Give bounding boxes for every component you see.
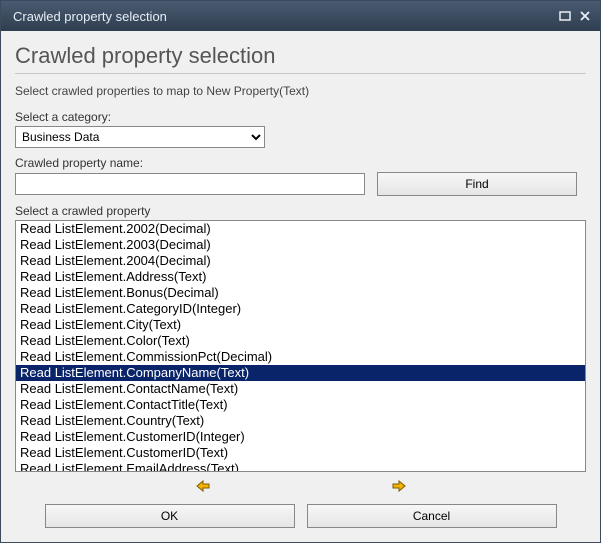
listbox-wrap: Read ListElement.2002(Decimal)Read ListE… [15,220,586,528]
list-item[interactable]: Read ListElement.ContactName(Text) [16,381,585,397]
list-item[interactable]: Read ListElement.2003(Decimal) [16,237,585,253]
window-controls [558,9,592,23]
category-select[interactable]: Business Data [15,126,265,148]
search-row: Find [15,172,586,196]
list-item[interactable]: Read ListElement.Color(Text) [16,333,585,349]
list-item[interactable]: Read ListElement.CommissionPct(Decimal) [16,349,585,365]
dialog-window: Crawled property selection Crawled prope… [0,0,601,543]
search-input[interactable] [15,173,365,195]
list-item[interactable]: Read ListElement.EmailAddress(Text) [16,461,585,472]
list-item[interactable]: Read ListElement.CustomerID(Text) [16,445,585,461]
category-label: Select a category: [15,110,586,124]
list-label: Select a crawled property [15,204,586,218]
footer: OK Cancel [15,504,586,528]
page-title: Crawled property selection [15,43,586,69]
list-item[interactable]: Read ListElement.ContactTitle(Text) [16,397,585,413]
ok-button[interactable]: OK [45,504,295,528]
list-item[interactable]: Read ListElement.CompanyName(Text) [16,365,585,381]
list-item[interactable]: Read ListElement.City(Text) [16,317,585,333]
nav-arrows [15,472,586,504]
maximize-icon[interactable] [558,9,572,23]
list-item[interactable]: Read ListElement.2002(Decimal) [16,221,585,237]
search-label: Crawled property name: [15,156,586,170]
list-item[interactable]: Read ListElement.2004(Decimal) [16,253,585,269]
cancel-button[interactable]: Cancel [307,504,557,528]
list-item[interactable]: Read ListElement.Country(Text) [16,413,585,429]
next-page-icon[interactable] [391,478,407,494]
category-select-wrap: Business Data [15,126,586,148]
list-item[interactable]: Read ListElement.Bonus(Decimal) [16,285,585,301]
prev-page-icon[interactable] [195,478,211,494]
dialog-body: Crawled property selection Select crawle… [1,31,600,542]
instruction-text: Select crawled properties to map to New … [15,84,586,98]
divider [15,73,586,74]
titlebar: Crawled property selection [1,1,600,31]
close-icon[interactable] [578,9,592,23]
list-item[interactable]: Read ListElement.Address(Text) [16,269,585,285]
list-item[interactable]: Read ListElement.CategoryID(Integer) [16,301,585,317]
window-title: Crawled property selection [13,9,167,24]
crawled-property-listbox[interactable]: Read ListElement.2002(Decimal)Read ListE… [15,220,586,472]
find-button[interactable]: Find [377,172,577,196]
list-item[interactable]: Read ListElement.CustomerID(Integer) [16,429,585,445]
